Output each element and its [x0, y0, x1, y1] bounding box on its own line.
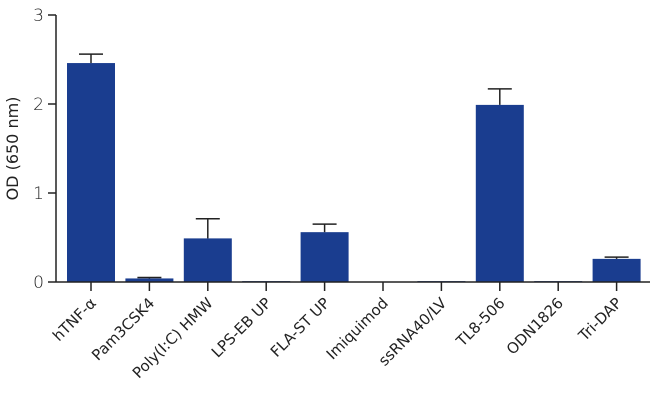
- bar: [125, 278, 174, 282]
- bar: [67, 63, 115, 283]
- bar: [300, 232, 349, 282]
- y-tick-label: 3: [33, 6, 44, 26]
- x-tick-label: TL8-506: [452, 294, 509, 351]
- x-tick-label: hTNF-α: [49, 294, 100, 345]
- x-tick-label: LPS-EB UP: [208, 294, 275, 361]
- y-tick-label: 0: [33, 273, 44, 293]
- bar: [183, 238, 232, 282]
- x-tick-label: Tri-DAP: [574, 294, 625, 345]
- bar: [475, 104, 524, 282]
- y-tick-label: 2: [33, 95, 44, 115]
- x-tick-label: ODN1826: [503, 294, 567, 358]
- y-tick-label: 1: [33, 184, 44, 204]
- bar: [592, 258, 641, 282]
- y-axis-title: OD (650 nm): [3, 97, 22, 201]
